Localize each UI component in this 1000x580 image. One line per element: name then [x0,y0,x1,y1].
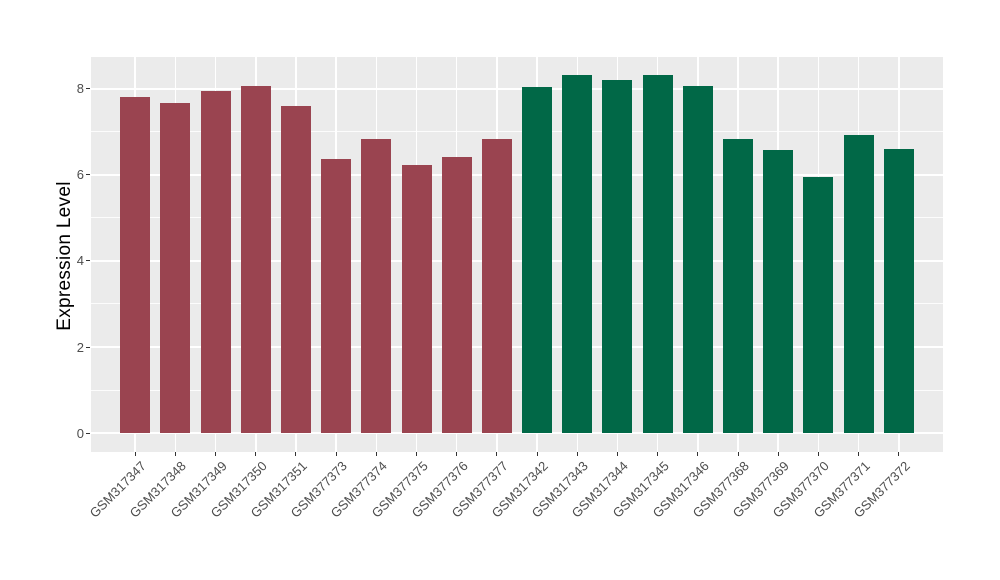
bar [763,149,794,434]
y-tick-mark [86,174,90,176]
gridline-major-h [91,260,943,262]
bar [883,148,914,434]
bar [682,86,713,434]
x-tick-mark [576,452,578,456]
x-tick-mark [496,452,498,456]
bar [200,90,231,434]
x-tick-mark [616,452,618,456]
bar [481,138,512,434]
y-tick-label: 4 [76,253,84,269]
x-tick-mark [456,452,458,456]
x-tick-mark [134,452,136,456]
bar [602,80,633,434]
x-tick-mark [697,452,699,456]
x-tick-mark [295,452,297,456]
plot-panel [91,57,943,452]
x-tick-mark [174,452,176,456]
bar [441,156,472,434]
gridline-major-h [91,174,943,176]
y-tick-label: 2 [76,339,84,355]
y-tick-mark [86,346,90,348]
bar [321,159,352,434]
gridline-minor-h [91,217,943,219]
bar [280,106,311,434]
bar [120,97,151,434]
x-tick-mark [536,452,538,456]
y-tick-mark [86,260,90,262]
gridline-minor-h [91,131,943,133]
gridline-minor-h [91,389,943,391]
x-tick-mark [255,452,257,456]
bar [522,86,553,434]
bar [843,134,874,434]
y-tick-label: 0 [76,425,84,441]
bar [642,75,673,434]
gridline-major-h [91,88,943,90]
gridline-minor-h [91,303,943,305]
bar [562,74,593,434]
y-tick-mark [86,432,90,434]
y-tick-label: 6 [76,167,84,183]
bar [361,138,392,434]
x-tick-mark [817,452,819,456]
x-tick-mark [737,452,739,456]
bar [240,85,271,434]
bar [401,164,432,434]
gridline-major-h [91,432,943,434]
x-tick-mark [777,452,779,456]
x-tick-mark [416,452,418,456]
x-tick-mark [215,452,217,456]
x-tick-mark [657,452,659,456]
y-tick-label: 8 [76,81,84,97]
x-tick-mark [858,452,860,456]
bar [160,102,191,434]
x-tick-mark [335,452,337,456]
y-tick-mark [86,88,90,90]
x-tick-mark [898,452,900,456]
x-tick-mark [375,452,377,456]
bar [723,138,754,434]
bar [803,176,834,434]
gridline-major-h [91,346,943,348]
